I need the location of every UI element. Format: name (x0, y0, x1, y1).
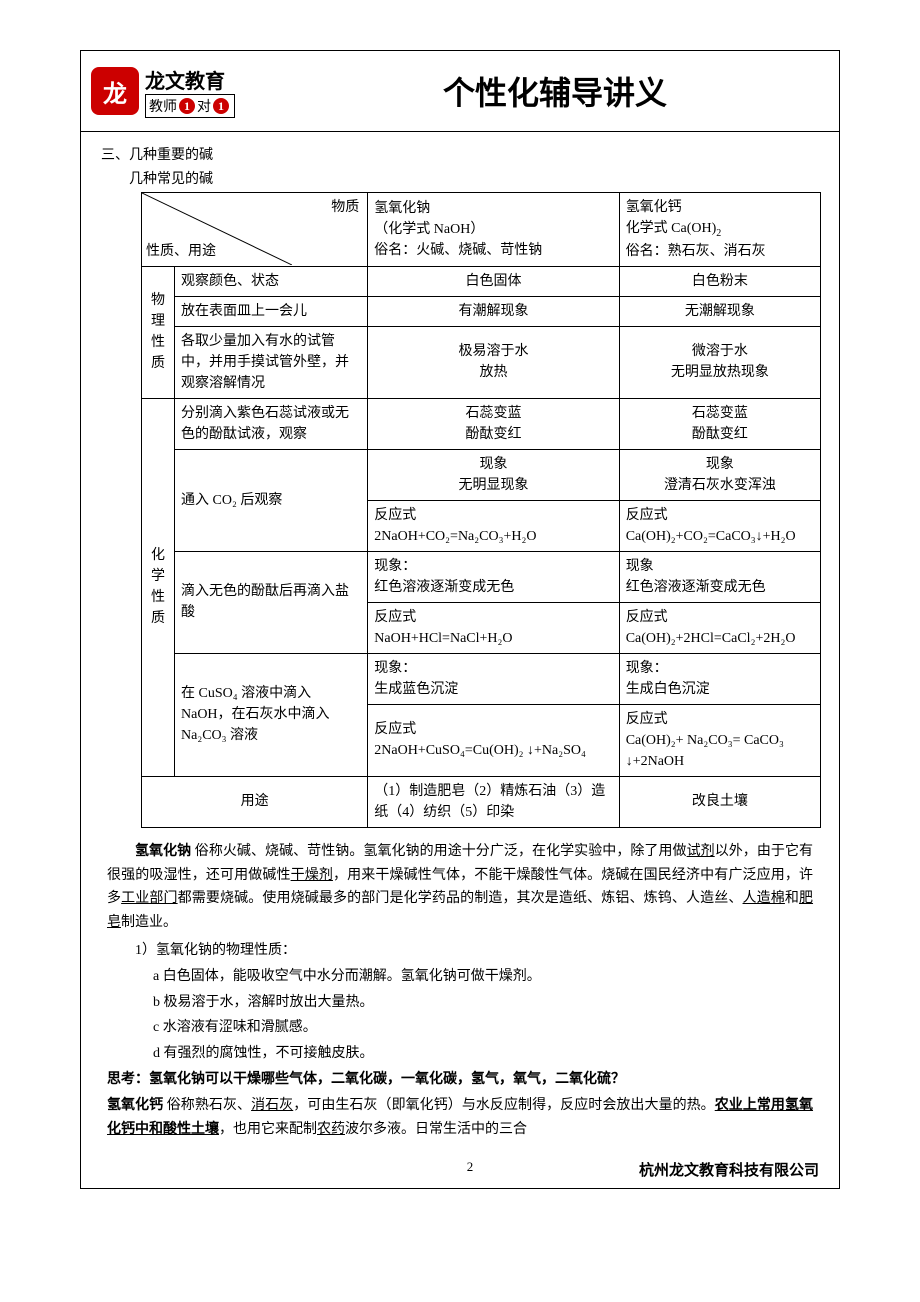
chem-r3-a: 现象： 红色溶液逐渐变成无色 (368, 551, 619, 602)
head-caoh: 氢氧化钙 化学式 Ca(OH)2 俗名：熟石灰、消石灰 (619, 193, 820, 267)
chem-label: 化学性质 (142, 398, 175, 776)
chem-r2e-b: 反应式 Ca(OH)₂+CO₂=CaCO₃↓+H₂O (619, 500, 820, 551)
table-head-diag: 物质 性质、用途 (142, 193, 368, 267)
phys-r1-b: 白色粉末 (619, 266, 820, 296)
logo-icon: 龙 (91, 67, 139, 115)
naoh-formula: （化学式 NaOH） (374, 222, 484, 237)
phys-r2-test: 放在表面皿上一会儿 (175, 296, 368, 326)
p1-u3: 工业部门 (121, 891, 178, 906)
section-heading: 三、几种重要的碱 (101, 144, 819, 164)
list-c: c 水溶液有涩味和滑腻感。 (153, 1016, 813, 1040)
caoh-name: 氢氧化钙 (626, 200, 682, 215)
chem-r3-b: 现象 红色溶液逐渐变成无色 (619, 551, 820, 602)
naoh-alias: 俗名：火碱、烧碱、苛性钠 (374, 243, 542, 258)
logo-tagline: 教师 1 对 1 (145, 94, 235, 118)
p2-bold: 氢氧化钙 (107, 1098, 163, 1113)
head-naoh: 氢氧化钠 （化学式 NaOH） 俗名：火碱、烧碱、苛性钠 (368, 193, 619, 267)
logo-text: 龙文教育 教师 1 对 1 (145, 65, 235, 118)
content: 三、几种重要的碱 几种常见的碱 物质 性质、用途 氢氧化钠 （化学式 NaOH）… (81, 132, 839, 1155)
page: 龙 龙文教育 教师 1 对 1 个性化辅导讲义 三、几种重要的碱 几种常见的碱 … (80, 50, 840, 1189)
list-a: a 白色固体，能吸收空气中水分而潮解。氢氧化钠可做干燥剂。 (153, 965, 813, 989)
chem-r1-a: 石蕊变蓝 酚酞变红 (368, 398, 619, 449)
head-prop: 性质、用途 (146, 241, 216, 262)
chem-r4-a: 现象： 生成蓝色沉淀 (368, 653, 619, 704)
caoh-formula: 化学式 Ca(OH)2 (626, 221, 722, 236)
page-title: 个性化辅导讲义 (291, 68, 819, 114)
use-label: 用途 (142, 776, 368, 827)
chem-r1-test: 分别滴入紫色石蕊试液或无色的酚酞试液，观察 (175, 398, 368, 449)
chem-r4e-b: 反应式 Ca(OH)₂+ Na₂CO₃= CaCO₃ ↓+2NaOH (619, 704, 820, 776)
chem-r2-a: 现象 无明显现象 (368, 449, 619, 500)
phys-r2-a: 有潮解现象 (368, 296, 619, 326)
use-b: 改良土壤 (619, 776, 820, 827)
use-a: （1）制造肥皂（2）精炼石油（3）造纸（4）纺织（5）印染 (368, 776, 619, 827)
chem-r2-b: 现象 澄清石灰水变浑浊 (619, 449, 820, 500)
comparison-table: 物质 性质、用途 氢氧化钠 （化学式 NaOH） 俗名：火碱、烧碱、苛性钠 氢氧… (141, 192, 821, 828)
paragraph-naoh: 氢氧化钠 俗称火碱、烧碱、苛性钠。氢氧化钠的用途十分广泛，在化学实验中，除了用做… (107, 840, 813, 935)
phys-label: 物理性质 (142, 266, 175, 398)
chem-r2-test: 通入 CO₂ 后观察 (175, 449, 368, 551)
p2-s2: 俗称熟石灰、 (163, 1098, 251, 1113)
p1-u1: 试剂 (687, 844, 715, 859)
list-b: b 极易溶于水，溶解时放出大量热。 (153, 991, 813, 1015)
phys-r1-a: 白色固体 (368, 266, 619, 296)
head-substance: 物质 (331, 197, 359, 218)
chem-r3e-a: 反应式 NaOH+HCl=NaCl+H₂O (368, 602, 619, 653)
logo-tag-mid: 对 (197, 96, 211, 116)
chem-r4-b: 现象： 生成白色沉淀 (619, 653, 820, 704)
p2-s5: 波尔多液。日常生活中的三合 (345, 1122, 527, 1137)
p1-s2: 俗称火碱、烧碱、苛性钠。氢氧化钠的用途十分广泛，在化学实验中，除了用做 (191, 844, 686, 859)
footer: 2 杭州龙文教育科技有限公司 (81, 1155, 839, 1188)
phys-r3-a: 极易溶于水 放热 (368, 326, 619, 398)
caoh-formula-text: 化学式 Ca(OH) (626, 221, 717, 236)
p1-u2: 干燥剂 (291, 868, 333, 883)
page-number: 2 (301, 1159, 639, 1180)
logo-brand: 龙文教育 (145, 65, 235, 94)
list-head: 1）氢氧化钠的物理性质： (135, 939, 813, 963)
p2-s3: ，可由生石灰（即氧化钙）与水反应制得，反应时会放出大量的热。 (293, 1098, 715, 1113)
chem-r3e-b: 反应式 Ca(OH)₂+2HCl=CaCl₂+2H₂O (619, 602, 820, 653)
naoh-name: 氢氧化钠 (374, 201, 430, 216)
chem-r1-b: 石蕊变蓝 酚酞变红 (619, 398, 820, 449)
p1-s5: 都需要烧碱。使用烧碱最多的部门是化学药品的制造，其次是造纸、炼铝、炼钨、人造丝、 (178, 891, 743, 906)
chem-r2e-a: 反应式 2NaOH+CO₂=Na₂CO₃+H₂O (368, 500, 619, 551)
p1-bold: 氢氧化钠 (135, 844, 191, 859)
logo: 龙 龙文教育 教师 1 对 1 (91, 61, 291, 121)
think-line: 思考：氢氧化钠可以干燥哪些气体，二氧化碳，一氧化碳，氢气，氧气，二氧化硫？ (107, 1068, 813, 1092)
paragraph-caoh: 氢氧化钙 俗称熟石灰、消石灰，可由生石灰（即氧化钙）与水反应制得，反应时会放出大… (107, 1094, 813, 1142)
p2-s4: ，也用它来配制 (219, 1122, 317, 1137)
p1-u4: 人造棉 (743, 891, 785, 906)
phys-r1-test: 观察颜色、状态 (175, 266, 368, 296)
phys-r3-b: 微溶于水 无明显放热现象 (619, 326, 820, 398)
sub-heading: 几种常见的碱 (129, 168, 819, 188)
logo-num-2: 1 (213, 98, 229, 114)
p1-s6: 和 (785, 891, 799, 906)
p1-s7: 制造业。 (121, 915, 177, 930)
phys-r3-test: 各取少量加入有水的试管中，并用手摸试管外壁，并观察溶解情况 (175, 326, 368, 398)
logo-num-1: 1 (179, 98, 195, 114)
p2-u1: 消石灰 (251, 1098, 293, 1113)
chem-r3-test: 滴入无色的酚酞后再滴入盐酸 (175, 551, 368, 653)
header: 龙 龙文教育 教师 1 对 1 个性化辅导讲义 (81, 51, 839, 132)
caoh-alias: 俗名：熟石灰、消石灰 (626, 244, 766, 259)
phys-r2-b: 无潮解现象 (619, 296, 820, 326)
logo-tag-prefix: 教师 (149, 96, 177, 116)
footer-company: 杭州龙文教育科技有限公司 (639, 1159, 819, 1180)
list-d: d 有强烈的腐蚀性，不可接触皮肤。 (153, 1042, 813, 1066)
chem-r4-test: 在 CuSO₄ 溶液中滴入 NaOH，在石灰水中滴入 Na₂CO₃ 溶液 (175, 653, 368, 776)
chem-r4e-a: 反应式 2NaOH+CuSO₄=Cu(OH)₂ ↓+Na₂SO₄ (368, 704, 619, 776)
p2-u2: 农药 (317, 1122, 345, 1137)
